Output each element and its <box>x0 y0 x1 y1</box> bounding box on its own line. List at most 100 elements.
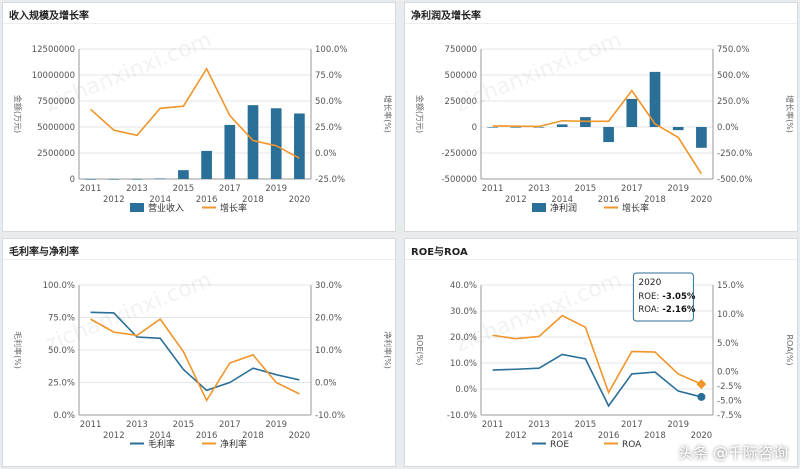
bar <box>510 127 522 128</box>
y-tick-label: 0 <box>472 123 477 133</box>
series-line <box>492 353 702 408</box>
y2-axis-title: 净利率(%) <box>383 331 393 369</box>
y-tick-label: 5000000 <box>37 123 75 133</box>
tooltip-box <box>632 272 694 322</box>
legend-label: ROA <box>622 440 642 450</box>
y2-tick-label: 0.0% <box>315 149 337 159</box>
y2-tick-label: 10.0% <box>315 346 342 356</box>
x-tick-label: 2011 <box>482 420 504 430</box>
y2-axis-title: ROA(%) <box>785 334 794 365</box>
brand-watermark: 头条 @千际咨询 <box>678 444 788 462</box>
y2-tick-label: 25.0% <box>315 123 342 133</box>
x-tick-label: 2015 <box>575 420 597 430</box>
bar <box>556 124 568 127</box>
bar <box>224 124 236 179</box>
y-tick-label: 750000 <box>445 45 477 55</box>
bar <box>247 105 259 179</box>
chart-net-profit: 750000 500000 250000 0 -250000 -500000 750.0% 5… <box>415 45 795 214</box>
y2-tick-label: -250.0% <box>717 149 752 159</box>
panel-title: 毛利率与净利率 <box>9 247 79 258</box>
y-tick-label: 10000000 <box>32 71 75 81</box>
series-line <box>90 67 300 159</box>
y-tick-label: 25.0% <box>48 379 75 389</box>
legend-label: ROE <box>550 440 569 450</box>
x-tick-label: 2013 <box>528 420 550 430</box>
y-axis-title: 金额(万元) <box>415 95 425 133</box>
y2-tick-label: -5.0% <box>717 397 742 407</box>
y-tick-label: 2500000 <box>37 149 75 159</box>
y-tick-label: 10.0% <box>450 359 477 369</box>
panel-roe-roa: ROE与ROA 40.0% 30.0% 20.0% 10.0% 0.0% -10.0% 15… <box>404 238 798 467</box>
y2-tick-label: 0.0% <box>315 379 337 389</box>
x-tick-label: 2014 <box>149 195 171 205</box>
x-tick-label: 2013 <box>126 184 148 194</box>
x-tick-label: 2020 <box>289 431 311 441</box>
bar <box>108 179 120 180</box>
legend-swatch <box>130 203 144 212</box>
series-line <box>90 311 300 392</box>
bar <box>131 179 143 180</box>
x-tick-label: 2015 <box>173 184 195 194</box>
panel-net-profit: 净利润及增长率 750000 500000 250000 0 -250000 -50000… <box>404 2 798 232</box>
y2-tick-label: 15.0% <box>717 281 744 291</box>
panel-title-bar <box>405 3 797 24</box>
x-tick-label: 2013 <box>126 420 148 430</box>
x-tick-label: 2014 <box>551 431 573 441</box>
panel-title-bar <box>3 3 395 24</box>
bar <box>696 127 707 148</box>
y-tick-label: -250000 <box>441 149 477 159</box>
y-tick-label: 500000 <box>445 71 477 81</box>
y2-tick-label: -7.5% <box>717 411 742 421</box>
panel-revenue: 收入规模及增长率 12500000 10000000 7500000 5000000 2… <box>2 2 396 232</box>
y-tick-label: -500000 <box>441 175 477 185</box>
y2-tick-label: 750.0% <box>717 45 749 55</box>
legend-label: 净利率 <box>220 438 247 450</box>
legend-label: 增长率 <box>622 202 649 214</box>
tooltip-label: ROA: <box>638 305 659 315</box>
y-tick-label: 0 <box>70 175 75 185</box>
panel-title: ROE与ROA <box>411 247 468 258</box>
x-tick-label: 2011 <box>482 184 504 194</box>
x-tick-label: 2012 <box>103 195 125 205</box>
legend-label: 增长率 <box>220 202 247 214</box>
y2-tick-label: 75.0% <box>315 71 342 81</box>
x-tick-label: 2014 <box>149 431 171 441</box>
x-tick-label: 2012 <box>103 431 125 441</box>
y-tick-label: 0.0% <box>455 385 477 395</box>
y2-tick-label: -2.5% <box>717 382 742 392</box>
x-tick-label: 2017 <box>219 184 241 194</box>
panel-title: 收入规模及增长率 <box>9 11 89 22</box>
y2-tick-label: 100.0% <box>315 45 347 55</box>
tooltip-value: -3.05% <box>662 292 695 302</box>
legend-label: 营业收入 <box>148 202 184 214</box>
y-tick-label: 40.0% <box>450 281 477 291</box>
panel-margins: 毛利率与净利率 100.0% 75.0% 50.0% 25.0% 0.0% 30.0% 20… <box>2 238 396 467</box>
x-tick-label: 2017 <box>621 420 643 430</box>
x-tick-label: 2016 <box>598 195 620 205</box>
legend-label: 净利润 <box>550 202 577 214</box>
legend-swatch <box>532 203 546 212</box>
x-tick-label: 2018 <box>242 431 264 441</box>
x-tick-label: 2018 <box>242 195 264 205</box>
y2-tick-label: 20.0% <box>315 314 342 324</box>
bar <box>201 150 212 179</box>
chart-revenue: 12500000 10000000 7500000 5000000 2500000 0 10… <box>13 45 393 214</box>
y-tick-label: 0.0% <box>53 411 75 421</box>
y2-tick-label: -10.0% <box>315 411 345 421</box>
bar <box>649 71 661 127</box>
bar <box>626 98 638 127</box>
y-tick-label: 50.0% <box>48 346 75 356</box>
bar <box>533 127 545 128</box>
x-tick-label: 2018 <box>644 431 666 441</box>
x-tick-label: 2017 <box>621 184 643 194</box>
y-axis-title: ROE(%) <box>415 335 424 366</box>
x-tick-label: 2012 <box>505 431 527 441</box>
y2-axis-title: 增长率(%) <box>383 95 393 133</box>
y-tick-label: 100.0% <box>43 281 75 291</box>
y2-axis-title: 增长率(%) <box>785 95 795 133</box>
y2-tick-label: -500.0% <box>717 175 752 185</box>
x-tick-label: 2012 <box>505 195 527 205</box>
y-tick-label: 7500000 <box>37 97 75 107</box>
y-tick-label: 20.0% <box>450 333 477 343</box>
x-tick-label: 2013 <box>528 184 550 194</box>
